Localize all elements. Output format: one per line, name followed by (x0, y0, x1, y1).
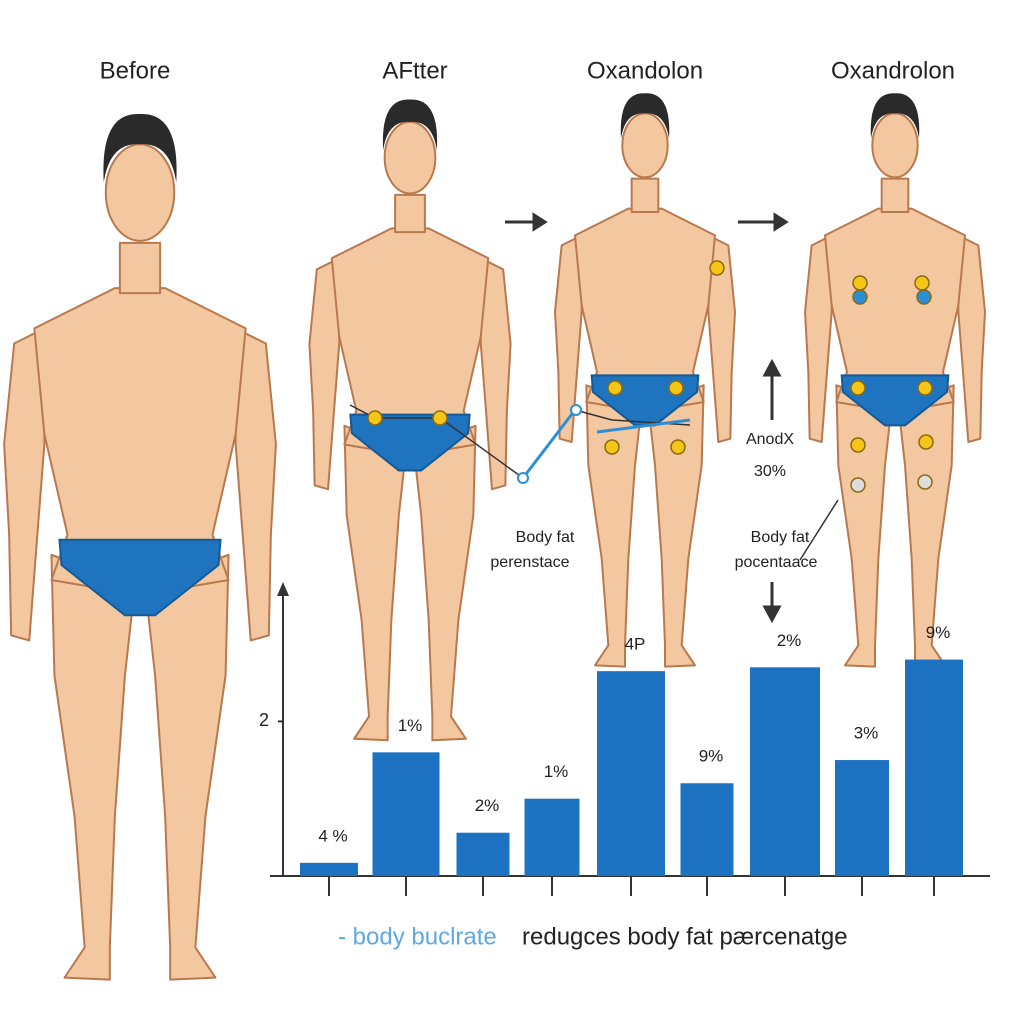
caption-lead: - body buclrate (338, 923, 497, 950)
bar-label: 1% (544, 762, 569, 781)
marker-dot (432, 410, 448, 426)
arm (308, 257, 341, 491)
marker-dot (918, 434, 934, 450)
title: Before (100, 57, 171, 84)
arrow-head (762, 358, 782, 377)
annotation: pocentaace (735, 554, 818, 571)
marker-dot (850, 380, 866, 396)
head (621, 112, 669, 179)
leg (343, 424, 408, 742)
briefs (58, 538, 222, 617)
arm (3, 327, 46, 642)
annotation: Body fat (751, 529, 810, 546)
bar-label: 2% (777, 631, 802, 650)
arm (957, 234, 986, 443)
leg (412, 424, 477, 742)
marker-dot (917, 474, 933, 490)
leg (585, 384, 643, 668)
bar (905, 659, 963, 876)
connector-blue (596, 418, 691, 434)
marker-dot (367, 410, 383, 426)
title: AFtter (382, 57, 447, 84)
neck (118, 241, 162, 295)
hair (870, 93, 920, 139)
bar (300, 862, 358, 876)
person (554, 93, 736, 668)
marker-dot (709, 260, 725, 276)
neck (880, 177, 910, 214)
briefs (349, 413, 471, 472)
bar-label: 2% (475, 796, 500, 815)
marker-dot (917, 380, 933, 396)
bar-label: 4 % (318, 826, 347, 845)
arrow-head (773, 212, 789, 232)
hair (620, 93, 670, 139)
bar (750, 667, 820, 876)
marker-dot (852, 289, 868, 305)
marker-dot (668, 380, 684, 396)
bar-label: 9% (926, 623, 951, 642)
hair (382, 99, 438, 151)
bar (597, 671, 665, 876)
hair (103, 113, 177, 183)
bar-label: 1% (398, 716, 423, 735)
connector (799, 499, 839, 561)
arm (234, 327, 277, 642)
bar (680, 783, 734, 876)
marker-dot (852, 275, 868, 291)
node (517, 472, 529, 484)
bar-label: 4P (625, 635, 646, 654)
marker-dot (916, 289, 932, 305)
caption: redugces body fat pærcenatge (522, 923, 848, 950)
leg (835, 384, 893, 668)
bar-label: 3% (854, 724, 879, 743)
person (308, 99, 512, 742)
head (383, 120, 437, 195)
bar-label: 9% (699, 747, 724, 766)
marker-dot (850, 437, 866, 453)
neck (394, 193, 426, 234)
y-tick-label: 2 (259, 710, 269, 730)
bar (372, 752, 440, 876)
arrow-head (762, 605, 782, 624)
bar-chart: 2 4 % 1% 2% 1% 4P 9% 2% 3% 9% (259, 582, 990, 896)
figures (3, 93, 986, 981)
node (570, 404, 582, 416)
person (3, 113, 277, 981)
arrow-head (532, 212, 548, 232)
arrows (505, 212, 789, 624)
annotation: 30% (754, 463, 786, 480)
leg (647, 384, 705, 668)
bar (835, 760, 889, 876)
marker-dot (607, 380, 623, 396)
arm (804, 234, 833, 443)
marker-dot (604, 439, 620, 455)
marker-dot (850, 477, 866, 493)
arm (479, 257, 512, 491)
bar (524, 798, 580, 876)
arm (554, 234, 583, 443)
head (871, 112, 919, 179)
marker-dot (670, 439, 686, 455)
person (804, 93, 986, 668)
neck (630, 177, 660, 214)
arm (707, 234, 736, 443)
leg (50, 553, 136, 981)
annotation: AnodX (746, 431, 794, 448)
head (104, 143, 176, 242)
title: Oxandrolon (831, 57, 955, 84)
marker-dot (914, 275, 930, 291)
annotation: perenstace (490, 554, 569, 571)
connector-blue (521, 409, 577, 479)
y-axis-arrow (277, 582, 289, 596)
annotation: Body fat (516, 529, 575, 546)
leg (144, 553, 230, 981)
title: Oxandolon (587, 57, 703, 84)
markers (367, 260, 934, 493)
bar (456, 832, 510, 876)
